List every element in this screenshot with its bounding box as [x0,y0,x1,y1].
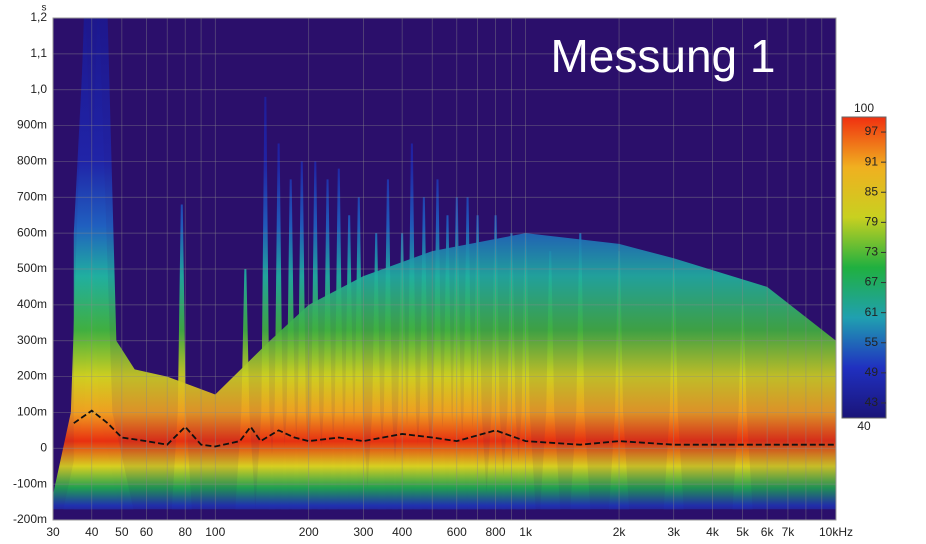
y-tick-label: 0 [40,440,47,454]
colorbar-tick-label: 85 [865,184,879,198]
colorbar-tick-label: 55 [865,335,879,349]
heat-peak [328,168,349,510]
y-tick-label: 500m [17,261,47,275]
x-tick-label: 200 [299,525,319,539]
x-tick-label: 100 [205,525,225,539]
heat-peak [268,143,289,510]
x-tick-label: 4k [706,525,720,539]
heat-peak [377,179,398,510]
y-tick-label: 400m [17,297,47,311]
colorbar [841,116,887,419]
y-tick-label: 1,1 [30,46,47,60]
x-tick-label: 5k [736,525,750,539]
x-tick-label: 400 [392,525,412,539]
heat-peak [540,251,561,510]
colorbar-tick-label: 91 [865,154,879,168]
heat-peak [291,161,312,510]
colorbar-tick-label: 61 [865,305,879,319]
heat-peak [171,204,192,510]
x-tick-label: 600 [447,525,467,539]
heat-peak [305,161,326,510]
heat-peak [366,233,387,510]
colorbar-tick-label: 79 [865,215,879,229]
y-tick-label: 900m [17,118,47,132]
y-tick-label: 1,0 [30,82,47,96]
heat-peak [280,179,301,510]
y-tick-label: -200m [13,512,47,526]
x-tick-label: 6k [761,525,775,539]
x-tick-label: 30 [46,525,60,539]
x-tick-label: 800 [486,525,506,539]
y-tick-label: 300m [17,333,47,347]
x-tick-label: 2k [613,525,627,539]
heat-peak [317,179,338,510]
chart-title: Messung 1 [550,30,775,82]
y-tick-label: 200m [17,369,47,383]
heat-peak [401,143,422,510]
plot-frame [52,17,837,521]
colorbar-tick-label: 73 [865,245,879,259]
x-tick-label: 80 [179,525,193,539]
heat-peak [427,179,448,510]
y-unit: s [42,3,47,14]
y-tick-label: -100m [13,476,47,490]
y-tick-label: 1,2 [30,10,47,24]
x-tick-label: 1k [519,525,533,539]
y-tick-label: 600m [17,225,47,239]
heat-peak [348,197,369,510]
colorbar-tick-label: 43 [865,395,879,409]
heat-peak [235,269,256,510]
x-tick-label: 300 [353,525,373,539]
colorbar-tick-label: 49 [865,365,879,379]
heat-peak [570,233,591,510]
y-tick-label: 100m [17,405,47,419]
heat-peak [53,18,120,510]
x-tick-label: 40 [85,525,99,539]
colorbar-min: 40 [857,419,871,433]
y-tick-label: 700m [17,189,47,203]
y-tick-label: 800m [17,154,47,168]
x-tick-label: 3k [667,525,681,539]
heat-peak [255,96,276,510]
decay-line [73,409,836,448]
x-tick-label: 7k [782,525,796,539]
heat-peak [413,197,434,510]
colorbar-tick-label: 97 [865,124,879,138]
x-tick-label: 50 [115,525,129,539]
colorbar-tick-label: 67 [865,275,879,289]
colorbar-max: 100 [854,101,874,115]
x-tick-label: 10kHz [819,525,853,539]
heat-peak [63,18,134,510]
x-tick-label: 60 [140,525,154,539]
